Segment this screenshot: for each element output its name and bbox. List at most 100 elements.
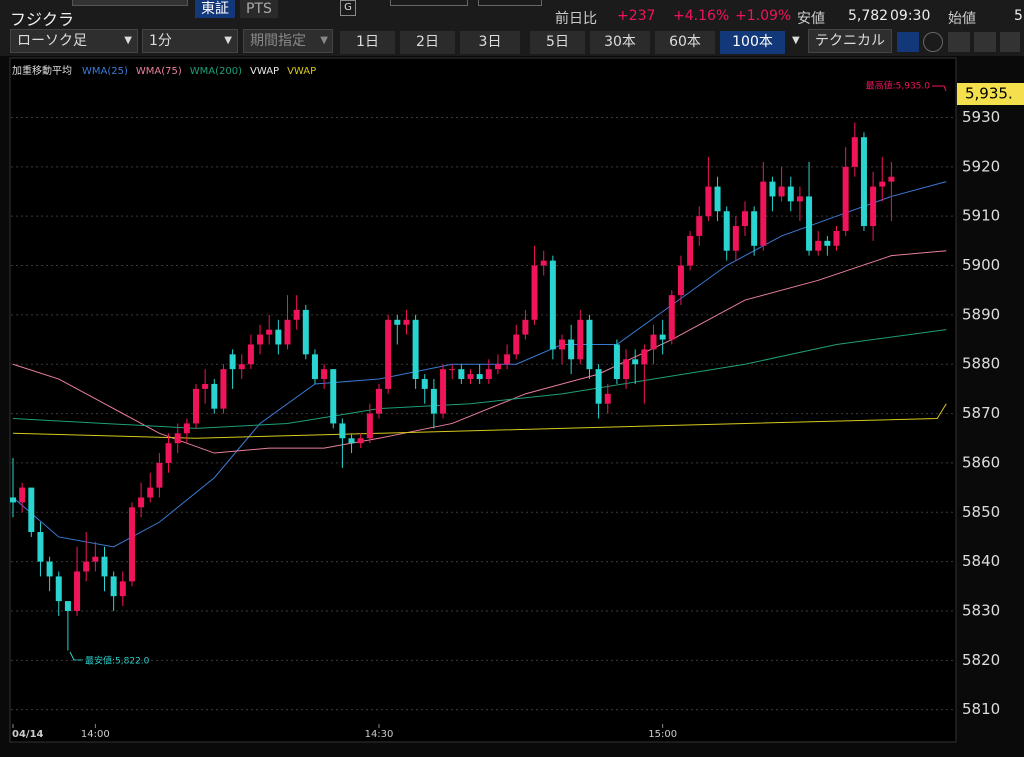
candle-body: [760, 181, 767, 246]
candle-body: [321, 369, 328, 380]
candle-body: [531, 265, 538, 320]
quote-stat: 前日比: [555, 11, 597, 27]
technical-button[interactable]: テクニカル: [808, 29, 892, 53]
save-icon[interactable]: [1000, 32, 1020, 52]
input-box[interactable]: [390, 0, 468, 6]
indicator-line: [12, 329, 947, 429]
exchange-tab[interactable]: PTS: [240, 0, 278, 18]
y-tick-label: 5920: [962, 157, 1000, 175]
legend-title: 加重移動平均: [12, 64, 72, 77]
candle-body: [412, 319, 419, 380]
badge[interactable]: G: [340, 0, 356, 16]
candle-body: [348, 438, 355, 444]
candle-body: [870, 186, 877, 227]
candle-body: [879, 181, 886, 187]
indicator-line: [12, 250, 947, 454]
y-tick-label: 5850: [962, 503, 1000, 521]
candle-body: [632, 359, 639, 365]
candle-body: [357, 438, 364, 444]
zoom-icon[interactable]: [923, 32, 943, 52]
x-tick-label: 15:00: [648, 729, 677, 740]
candle-body: [659, 334, 666, 340]
interval-select[interactable]: 1分 ▼: [142, 29, 238, 53]
legend-label: WMA(200): [190, 66, 242, 77]
high-note: 最高値:5,935.0: [866, 80, 931, 92]
candle-body: [220, 369, 227, 409]
candle-body: [311, 354, 318, 380]
candle-body: [623, 359, 630, 380]
y-tick-label: 5830: [962, 601, 1000, 619]
legend-label: VWAP: [250, 66, 279, 77]
candle-body: [174, 433, 181, 444]
legend-label: WMA(25): [82, 66, 128, 77]
candle-body: [138, 497, 145, 508]
candle-body: [769, 181, 776, 197]
area-icon[interactable]: [974, 32, 996, 52]
y-tick-label: 5860: [962, 453, 1000, 471]
period-button[interactable]: 5日: [530, 31, 585, 54]
candle-body: [55, 576, 62, 602]
dropdown-arrow[interactable]: ▼: [792, 35, 800, 46]
candle-body: [494, 364, 501, 370]
candle-body: [504, 354, 511, 365]
period-button[interactable]: 100本: [720, 31, 785, 54]
candle-body: [119, 581, 126, 597]
price-tag-text: 5,935.: [965, 85, 1013, 103]
candle-body: [577, 319, 584, 360]
period-button[interactable]: 60本: [655, 31, 715, 54]
candle-body: [732, 226, 739, 251]
candle-body: [376, 388, 382, 414]
candle-body: [806, 196, 813, 251]
y-tick-label: 5910: [962, 207, 1000, 225]
plot-area: [9, 57, 957, 743]
candle-body: [330, 369, 337, 424]
indicator-line: [12, 403, 947, 439]
y-tick-label: 5820: [962, 651, 1000, 669]
candle-body: [796, 196, 803, 202]
period-button[interactable]: 30本: [590, 31, 650, 54]
export-icon[interactable]: [948, 32, 970, 52]
candle-body: [568, 339, 575, 360]
top-bar: フジクラ G 東証 PTS 前日比 +237 +4.16% +1.09% 安値 5,782 09…: [0, 0, 1024, 29]
candle-body: [128, 507, 135, 582]
candle-body: [549, 260, 556, 350]
candle-body: [211, 383, 218, 409]
period-button[interactable]: 3日: [460, 31, 520, 54]
candle-body: [778, 186, 785, 197]
quote-stat: +1.09%: [735, 8, 792, 24]
candle-body: [165, 443, 172, 463]
candle-body: [860, 137, 867, 227]
candle-body: [92, 556, 99, 562]
candle-body: [595, 369, 602, 404]
quote-stat: +237: [617, 8, 656, 24]
candle-body: [458, 369, 465, 380]
input-box[interactable]: [72, 0, 188, 6]
candle-body: [449, 369, 456, 371]
range-select[interactable]: 期間指定 ▼: [243, 29, 333, 53]
chart-style-select[interactable]: ローソク足 ▼: [10, 29, 138, 53]
candle-body: [339, 423, 346, 439]
candle-body: [28, 487, 35, 533]
period-button[interactable]: 2日: [400, 31, 455, 54]
price-tag: [957, 83, 1024, 105]
exchange-tab[interactable]: 東証: [195, 0, 235, 18]
quote-stat: 09:30: [890, 8, 931, 24]
note-arrow: [69, 651, 83, 661]
candle-body: [833, 230, 840, 246]
candle-body: [229, 354, 236, 370]
input-box[interactable]: [478, 0, 542, 6]
candle-body: [815, 240, 822, 251]
toolbar: ローソク足 ▼ 1分 ▼ 期間指定 ▼ ▼ テクニカル 1日 2日 3日 5日 30本 60本 1…: [0, 29, 1024, 56]
candle-body: [202, 383, 209, 389]
select-text: 1分: [149, 33, 172, 49]
draw-icon[interactable]: [897, 32, 919, 52]
x-tick-label: 04/14: [12, 729, 44, 740]
candle-body: [403, 319, 410, 325]
period-button[interactable]: 1日: [340, 31, 395, 54]
candle-body: [394, 319, 401, 325]
candle-body: [64, 601, 71, 611]
candle-body: [275, 329, 282, 345]
x-tick-label: 14:00: [81, 729, 110, 740]
candle-body: [687, 235, 694, 266]
